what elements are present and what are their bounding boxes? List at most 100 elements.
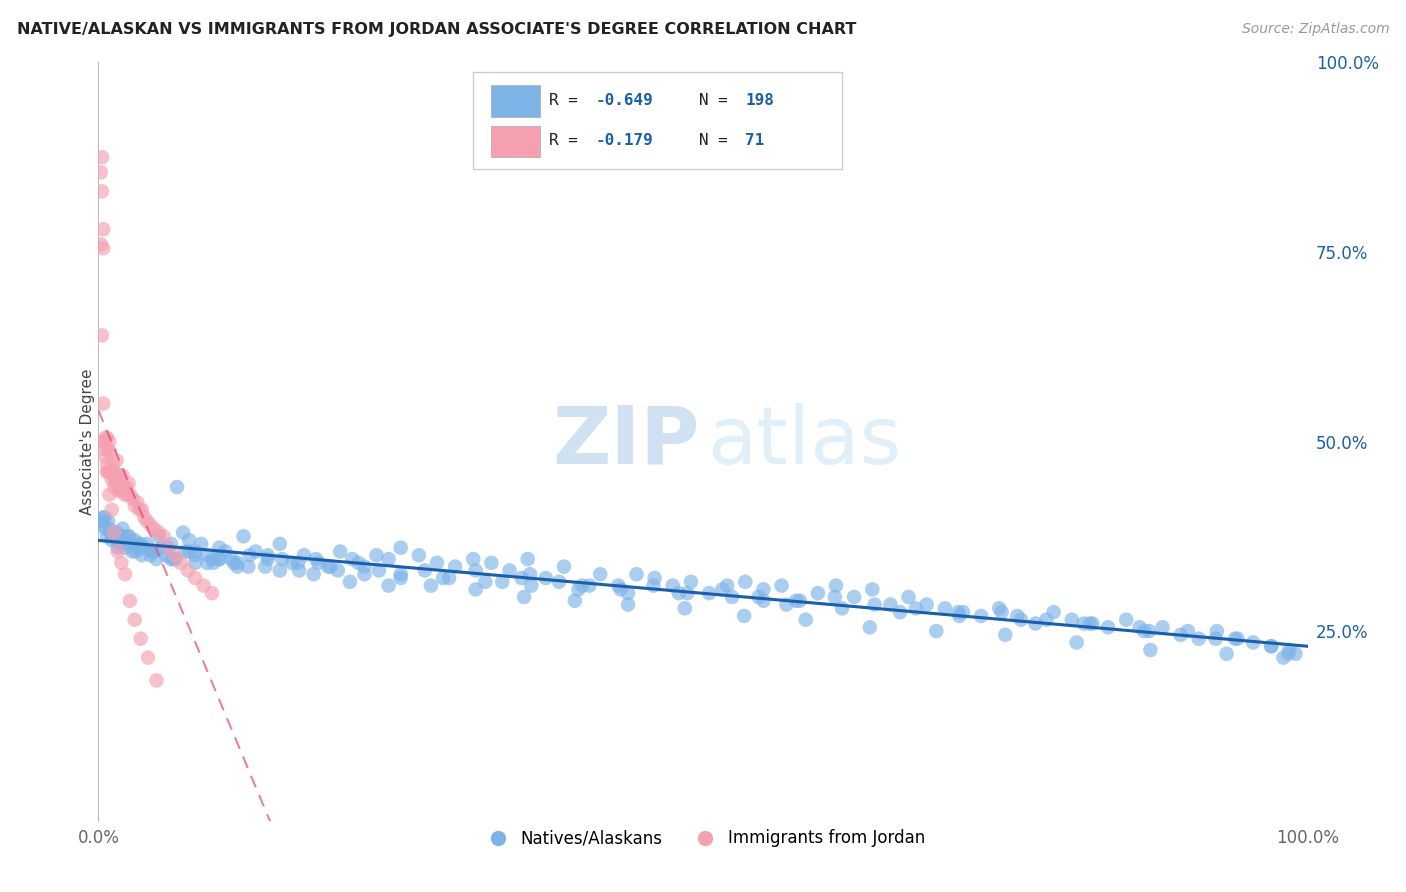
Point bbox=[93, 434, 115, 449]
Point bbox=[103, 465, 125, 479]
Point bbox=[90, 237, 112, 252]
Point bbox=[96, 458, 118, 472]
Point bbox=[124, 499, 146, 513]
Text: R =: R = bbox=[550, 93, 588, 108]
Point bbox=[617, 586, 640, 600]
Point bbox=[319, 559, 342, 574]
Point bbox=[794, 613, 817, 627]
Point bbox=[121, 544, 143, 558]
Point bbox=[1133, 624, 1156, 639]
Point bbox=[952, 605, 974, 619]
Point bbox=[169, 556, 191, 570]
Point bbox=[491, 574, 513, 589]
Point bbox=[444, 559, 467, 574]
Point bbox=[108, 483, 131, 498]
Point bbox=[111, 522, 134, 536]
Point bbox=[302, 567, 325, 582]
Point bbox=[100, 525, 122, 540]
Point bbox=[389, 567, 412, 582]
Point bbox=[184, 571, 207, 585]
Point bbox=[201, 586, 224, 600]
Point bbox=[288, 564, 311, 578]
Point bbox=[115, 480, 138, 494]
Point bbox=[287, 556, 309, 570]
Point bbox=[135, 537, 157, 551]
FancyBboxPatch shape bbox=[492, 86, 540, 117]
Point bbox=[1177, 624, 1199, 639]
Point bbox=[420, 579, 443, 593]
Point bbox=[643, 579, 665, 593]
Point bbox=[103, 480, 125, 494]
Point bbox=[1206, 624, 1229, 639]
Point bbox=[948, 608, 970, 623]
Point bbox=[534, 571, 557, 585]
Point bbox=[770, 579, 793, 593]
Point bbox=[308, 556, 330, 570]
Point bbox=[135, 514, 157, 528]
Point bbox=[131, 503, 153, 517]
Legend: Natives/Alaskans, Immigrants from Jordan: Natives/Alaskans, Immigrants from Jordan bbox=[474, 822, 932, 854]
Point bbox=[143, 544, 166, 558]
Point bbox=[118, 487, 141, 501]
Point bbox=[193, 579, 215, 593]
Point bbox=[160, 552, 183, 566]
Point bbox=[139, 517, 162, 532]
Point bbox=[990, 605, 1012, 619]
Point bbox=[166, 480, 188, 494]
Point bbox=[118, 529, 141, 543]
Point bbox=[915, 598, 938, 612]
Point bbox=[226, 559, 249, 574]
Point bbox=[904, 601, 927, 615]
Point bbox=[108, 483, 131, 498]
Point bbox=[1260, 639, 1282, 653]
Point bbox=[208, 552, 231, 566]
Point bbox=[567, 582, 589, 597]
Point bbox=[208, 541, 231, 555]
Point bbox=[863, 598, 886, 612]
Point bbox=[118, 476, 141, 491]
Point bbox=[329, 544, 352, 558]
Point bbox=[644, 571, 666, 585]
Point bbox=[91, 514, 114, 528]
Point bbox=[163, 548, 186, 563]
Point bbox=[110, 529, 132, 543]
Point bbox=[145, 552, 167, 566]
Point bbox=[548, 574, 571, 589]
Point bbox=[91, 510, 114, 524]
Point bbox=[148, 529, 170, 543]
Point bbox=[789, 594, 811, 608]
Point bbox=[114, 567, 136, 582]
Point bbox=[96, 529, 118, 543]
Point bbox=[721, 590, 744, 604]
Point bbox=[1042, 605, 1064, 619]
Point bbox=[184, 556, 207, 570]
Point bbox=[408, 548, 430, 563]
Point bbox=[578, 579, 600, 593]
Point bbox=[1284, 647, 1306, 661]
Point bbox=[91, 150, 114, 164]
Point bbox=[589, 567, 612, 582]
Point bbox=[353, 567, 375, 582]
Point bbox=[152, 529, 174, 543]
Point bbox=[617, 598, 640, 612]
Point bbox=[347, 556, 370, 570]
Point bbox=[96, 465, 118, 479]
Point bbox=[326, 564, 349, 578]
Point bbox=[142, 544, 165, 558]
Point bbox=[101, 468, 124, 483]
Point bbox=[136, 650, 159, 665]
Point bbox=[733, 608, 755, 623]
Point bbox=[673, 601, 696, 615]
FancyBboxPatch shape bbox=[492, 126, 540, 157]
Point bbox=[94, 450, 117, 464]
Point bbox=[91, 328, 114, 343]
Text: atlas: atlas bbox=[707, 402, 901, 481]
Point bbox=[100, 465, 122, 479]
Point bbox=[807, 586, 830, 600]
Point bbox=[97, 465, 120, 479]
Point bbox=[464, 564, 486, 578]
Point bbox=[91, 396, 114, 410]
Point bbox=[114, 487, 136, 501]
Point bbox=[91, 241, 114, 255]
Point bbox=[1277, 647, 1299, 661]
